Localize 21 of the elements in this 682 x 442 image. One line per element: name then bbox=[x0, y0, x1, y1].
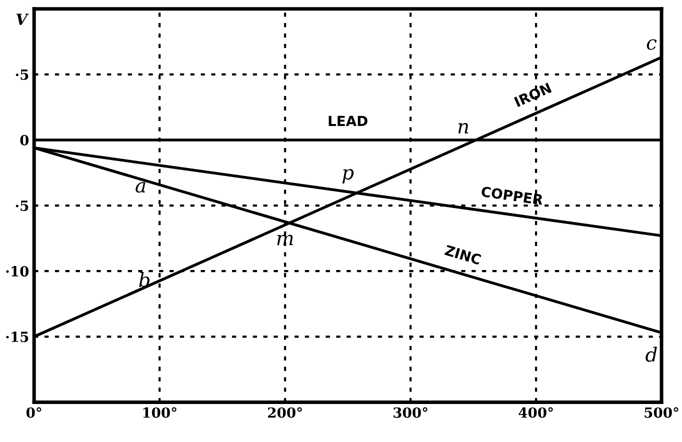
series-label: LEAD bbox=[328, 116, 368, 126]
x-tick-label: 300° bbox=[394, 407, 428, 418]
x-tick-label: 500° bbox=[644, 407, 678, 418]
y-tick-label: ·10 bbox=[6, 266, 29, 277]
y-tick-label: ·5 bbox=[16, 70, 28, 80]
text: COPPER bbox=[481, 186, 544, 206]
annotation: a bbox=[136, 182, 146, 193]
annotation: p bbox=[342, 169, 354, 184]
annotation: d bbox=[646, 346, 657, 362]
x-tick-label: 100° bbox=[143, 407, 176, 418]
annotation: m bbox=[277, 234, 293, 246]
x-tick-label: 400° bbox=[518, 407, 553, 418]
y-tick-label: 0 bbox=[20, 134, 29, 146]
annotation: c bbox=[646, 39, 657, 50]
y-axis-title: V bbox=[16, 14, 29, 25]
x-tick-label: 0° bbox=[26, 407, 42, 418]
y-tick-label: ·15 bbox=[6, 332, 28, 342]
x-tick-label: 200° bbox=[268, 407, 302, 418]
annotation: n bbox=[458, 123, 468, 134]
text: ZINC bbox=[444, 244, 482, 265]
y-tick-label: ·5 bbox=[16, 200, 28, 212]
